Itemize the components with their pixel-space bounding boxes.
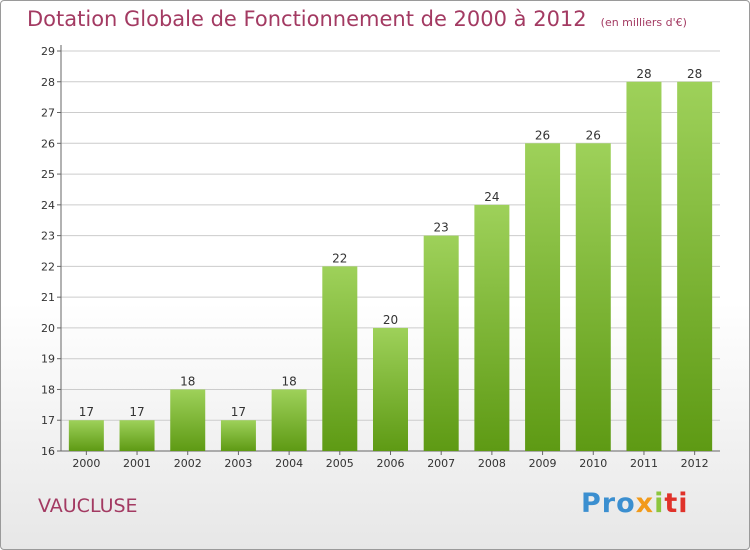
y-tick-label: 20 (41, 322, 55, 335)
y-tick-label: 26 (41, 137, 55, 150)
x-tick-label-2012: 2012 (681, 457, 709, 470)
value-label-2009: 26 (535, 128, 550, 142)
y-tick-label: 16 (41, 445, 55, 458)
bar-2007 (423, 235, 459, 451)
x-tick-label-2005: 2005 (326, 457, 354, 470)
bar-2003 (220, 420, 256, 451)
bars (68, 81, 713, 452)
value-label-2012: 28 (687, 67, 702, 81)
bar-2002 (170, 389, 206, 451)
chart-title: Dotation Globale de Fonctionnement de 20… (27, 7, 587, 31)
bar-2000 (68, 420, 104, 451)
x-tick-label-2001: 2001 (123, 457, 151, 470)
x-tick-label-2006: 2006 (377, 457, 405, 470)
value-label-2007: 23 (434, 221, 449, 235)
x-tick-label-2011: 2011 (630, 457, 658, 470)
y-tick-label: 21 (41, 291, 55, 304)
logo-part-pro: Pro (581, 488, 636, 519)
y-tick-label: 28 (41, 76, 55, 89)
logo-part-ti: ti (664, 488, 689, 519)
bar-2010 (575, 143, 611, 452)
labels: 16 17 18 19 20 21 22 23 24 25 26 27 28 29 17 2000 17 2001… (41, 45, 709, 470)
x-tick-label-2010: 2010 (579, 457, 607, 470)
bar-2012 (677, 81, 713, 452)
value-label-2008: 24 (484, 190, 499, 204)
proxiti-logo: Proxiti (581, 488, 689, 519)
value-label-2005: 22 (332, 251, 347, 265)
x-tick-label-2007: 2007 (427, 457, 455, 470)
x-tick-label-2000: 2000 (72, 457, 100, 470)
y-tick-label: 23 (41, 230, 55, 243)
x-tick-label-2008: 2008 (478, 457, 506, 470)
value-label-2001: 17 (129, 405, 144, 419)
region-label: VAUCLUSE (38, 495, 138, 517)
logo-part-i: i (654, 488, 665, 519)
y-tick-label: 22 (41, 260, 55, 273)
value-label-2003: 17 (231, 405, 246, 419)
y-tick-label: 17 (41, 414, 55, 427)
x-tick-label-2002: 2002 (174, 457, 202, 470)
bar-2008 (474, 204, 510, 451)
chart-subtitle: (en milliers d'€) (600, 16, 687, 29)
x-tick-label-2004: 2004 (275, 457, 303, 470)
y-tick-label: 24 (41, 199, 55, 212)
logo-part-x: x (635, 488, 655, 519)
bar-2009 (525, 143, 561, 452)
y-tick-label: 18 (41, 383, 55, 396)
y-tick-label: 27 (41, 107, 55, 120)
value-label-2004: 18 (281, 374, 296, 388)
bar-2001 (119, 420, 155, 451)
bar-2005 (322, 266, 358, 451)
y-tick-label: 25 (41, 168, 55, 181)
value-label-2002: 18 (180, 374, 195, 388)
chart-title-block: Dotation Globale de Fonctionnement de 20… (27, 7, 687, 31)
bar-2006 (373, 327, 408, 451)
value-label-2010: 26 (586, 128, 601, 142)
value-label-2006: 20 (383, 313, 398, 327)
value-label-2011: 28 (636, 67, 651, 81)
x-tick-label-2003: 2003 (224, 457, 252, 470)
y-tick-label: 29 (41, 45, 55, 58)
value-label-2000: 17 (79, 405, 94, 419)
x-tick-label-2009: 2009 (529, 457, 557, 470)
bar-2004 (271, 389, 307, 451)
bar-2011 (626, 81, 662, 452)
y-tick-label: 19 (41, 353, 55, 366)
